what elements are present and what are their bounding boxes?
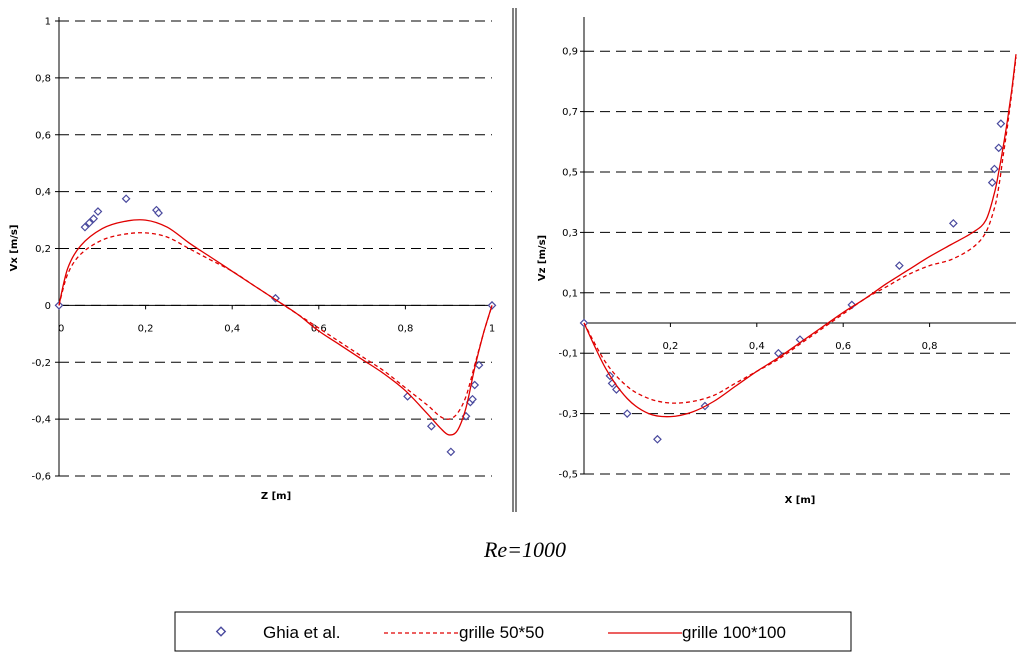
legend-box	[174, 611, 852, 652]
x-tick-label: 0,6	[311, 323, 327, 334]
x-axis-label: Z [m]	[261, 491, 291, 502]
x-tick-label: 0,2	[662, 341, 678, 352]
y-axis-label: Vx [m/s]	[9, 225, 20, 272]
data-point-ghia	[990, 164, 999, 174]
data-point-ghia	[89, 214, 99, 224]
x-tick-label: 0,6	[835, 341, 851, 352]
x-tick-label: 1	[489, 323, 495, 334]
figure-caption: Re=1000	[483, 537, 566, 562]
y-tick-label: 0,1	[562, 288, 578, 299]
data-point-ghia	[470, 380, 480, 390]
y-tick-label: -0,4	[31, 415, 51, 426]
y-tick-label: -0,1	[558, 349, 578, 360]
data-point-ghia	[894, 261, 904, 271]
y-tick-label: 0,6	[35, 130, 51, 141]
y-tick-label: 0	[45, 301, 51, 312]
y-tick-label: -0,3	[558, 409, 578, 420]
legend-label-grille-100: grille 100*100	[682, 623, 786, 642]
data-point-ghia	[121, 194, 131, 204]
y-tick-label: 0,2	[35, 244, 51, 255]
data-point-ghia	[987, 178, 997, 187]
series-line-grille-100	[583, 54, 1017, 418]
y-tick-label: 0,7	[562, 107, 578, 118]
x-tick-label: 0,2	[138, 323, 154, 334]
y-tick-label: -0,5	[558, 470, 578, 481]
data-point-ghia	[154, 208, 163, 218]
legend-label-ghia: Ghia et al.	[263, 623, 341, 642]
data-point-ghia	[271, 293, 280, 303]
data-point-ghia	[847, 300, 857, 310]
y-tick-label: 1	[45, 17, 51, 28]
x-tick-label: 0	[58, 323, 64, 334]
data-point-ghia	[426, 421, 436, 431]
data-point-ghia	[474, 360, 484, 370]
data-point-ghia	[653, 434, 662, 444]
legend-label-grille-50: grille 50*50	[459, 623, 544, 642]
data-point-ghia	[487, 300, 497, 310]
data-point-ghia	[446, 447, 456, 457]
data-point-ghia	[468, 394, 477, 404]
legend-marker-ghia	[215, 626, 227, 637]
series-line-grille-50	[583, 57, 1017, 404]
data-point-ghia	[93, 207, 103, 216]
y-tick-label: 0,5	[562, 168, 578, 179]
series-line-grille-100	[58, 219, 493, 436]
y-axis-label: Vz [m/s]	[537, 235, 548, 281]
data-point-ghia	[994, 143, 1004, 153]
x-tick-label: 0,8	[922, 341, 938, 352]
x-tick-label: 0,8	[397, 323, 413, 334]
data-point-ghia	[996, 119, 1006, 129]
y-tick-label: 0,8	[35, 73, 51, 84]
series-line-grille-50	[58, 232, 493, 420]
x-tick-label: 0,4	[224, 323, 240, 334]
y-tick-label: 0,4	[35, 187, 51, 198]
data-point-ghia	[774, 348, 783, 358]
data-point-ghia	[622, 409, 632, 418]
chart-vx-profile: 1 0,8 0,6 0,4 0,2 0 -0,2 -0,4 -0,6 0 0,2 0,4 0,6 0,8 1…	[9, 17, 497, 502]
chart-vz-profile: 0,90,70,50,30,1-0,1-0,3-0,50,2 0,4 0,6 0,8 …	[537, 17, 1017, 506]
y-tick-label: 0,3	[562, 228, 578, 239]
x-tick-label: 0,4	[749, 341, 765, 352]
x-axis-label: X [m]	[785, 495, 816, 506]
data-point-ghia	[948, 218, 958, 228]
y-tick-label: 0,9	[562, 47, 578, 58]
y-tick-label: -0,2	[31, 358, 51, 369]
legend: Ghia et al. grille 50*50 grille 100*100	[174, 611, 852, 652]
data-point-ghia	[80, 222, 90, 232]
data-point-ghia	[84, 218, 94, 228]
y-tick-label: -0,6	[31, 472, 51, 483]
